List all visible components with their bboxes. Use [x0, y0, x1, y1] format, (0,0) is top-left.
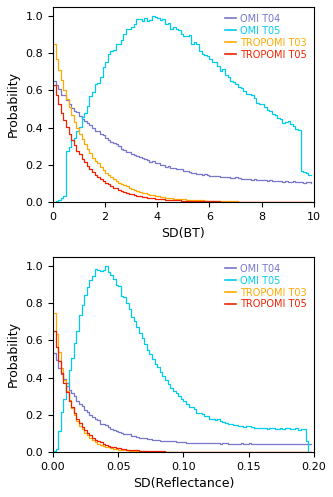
X-axis label: SD(Reflectance): SD(Reflectance)	[133, 477, 234, 490]
Legend: OMI T04, OMI T05, TROPOMI T03, TROPOMI T05: OMI T04, OMI T05, TROPOMI T03, TROPOMI T…	[223, 12, 309, 62]
Y-axis label: Probability: Probability	[7, 72, 20, 137]
X-axis label: SD(BT): SD(BT)	[162, 227, 205, 240]
Legend: OMI T04, OMI T05, TROPOMI T03, TROPOMI T05: OMI T04, OMI T05, TROPOMI T03, TROPOMI T…	[223, 262, 309, 312]
Y-axis label: Probability: Probability	[7, 321, 20, 387]
